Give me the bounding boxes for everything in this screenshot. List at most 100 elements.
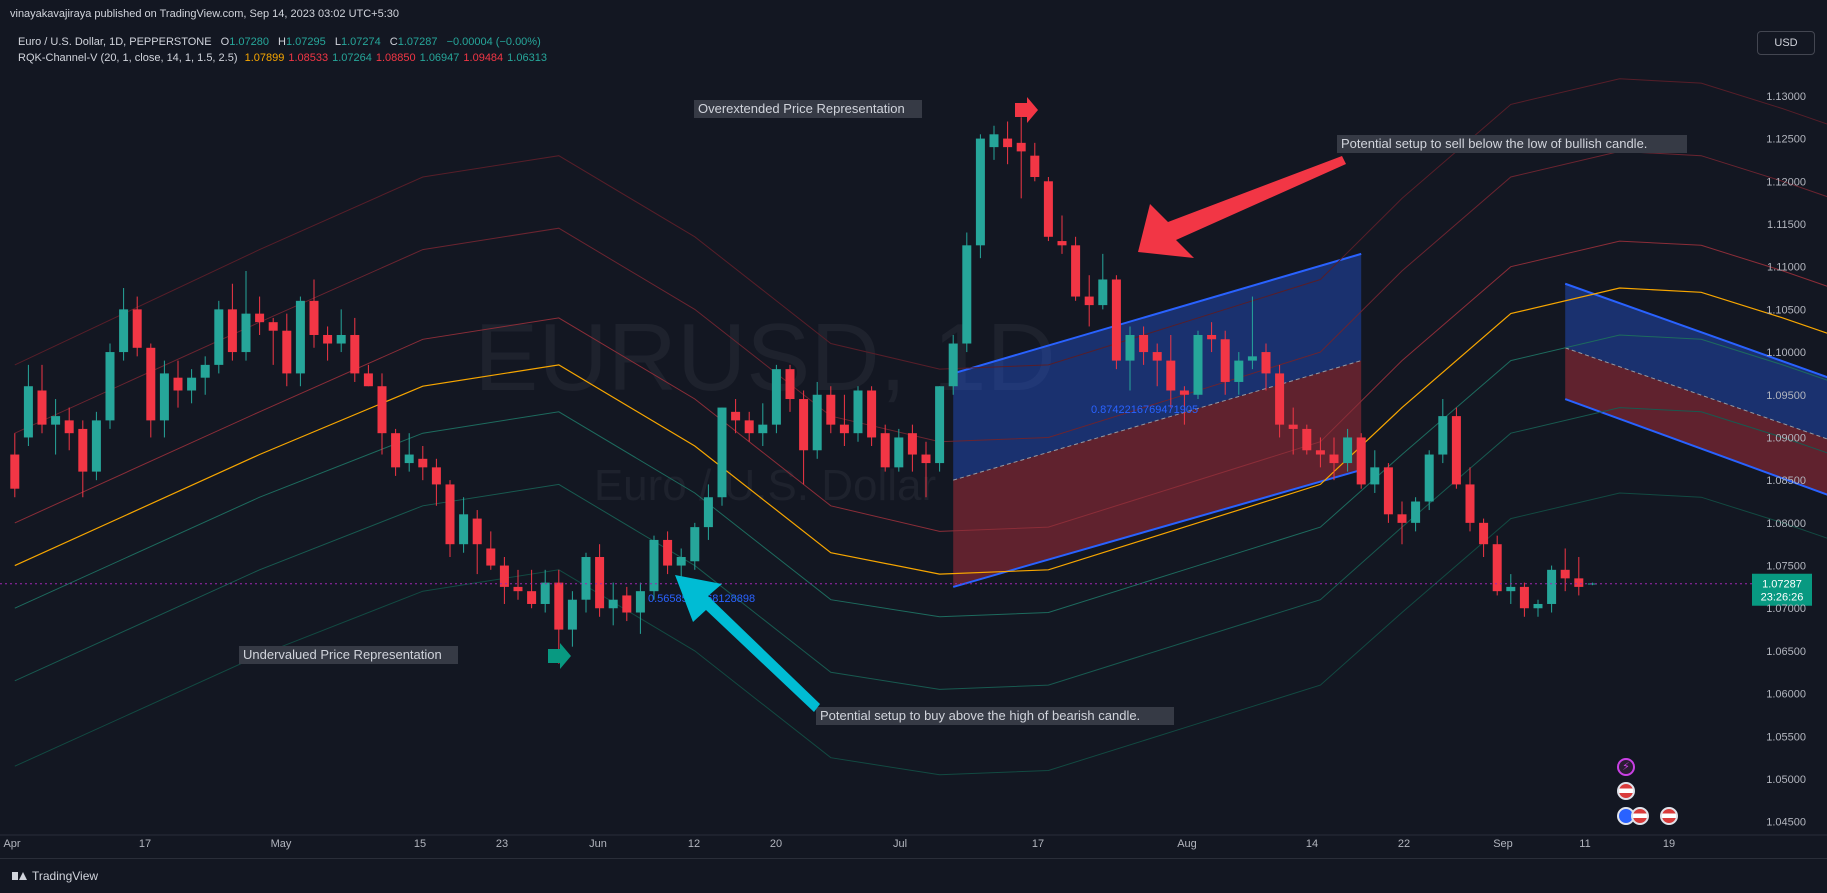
bear-channel-mid-line: [1565, 347, 1827, 440]
candle-body: [1234, 360, 1244, 382]
y-tick-label: 1.06500: [1766, 646, 1806, 658]
tradingview-logo-icon: [12, 870, 28, 882]
open-value: 1.07280: [229, 36, 269, 48]
indicator-legend[interactable]: RQK-Channel-V (20, 1, close, 14, 1, 1.5,…: [18, 52, 547, 64]
x-tick-label: May: [271, 838, 292, 850]
candle-body: [1547, 569, 1557, 604]
candle-body: [785, 369, 795, 400]
candle-body: [132, 309, 142, 348]
candle-body: [1465, 484, 1475, 523]
candle-body: [731, 411, 741, 421]
lightning-icon[interactable]: ⚡: [1617, 758, 1635, 776]
countdown-label: 23:26:26: [1761, 592, 1804, 604]
x-tick-label: Sep: [1493, 838, 1513, 850]
us-flag-icon[interactable]: [1631, 807, 1649, 825]
candle-body: [472, 518, 482, 545]
candle-body: [1275, 373, 1285, 425]
candle-body: [1451, 416, 1461, 485]
indicator-value: 1.07899: [244, 52, 285, 64]
us-flag-icon[interactable]: [1617, 782, 1635, 800]
candle-body: [486, 548, 496, 566]
x-tick-label: Jul: [893, 838, 907, 850]
candle-body: [1003, 138, 1013, 148]
y-tick-label: 1.05500: [1766, 731, 1806, 743]
tradingview-logo[interactable]: TradingView: [12, 869, 98, 883]
candle-layer: [10, 117, 1597, 664]
candle-body: [1424, 454, 1434, 502]
y-tick-label: 1.06000: [1766, 689, 1806, 701]
axis-layer: 1.13000 1.12500 1.12000 1.11500 1.11000 1.105…: [0, 91, 1827, 850]
candle-body: [146, 347, 156, 421]
high-value: 1.07295: [286, 36, 326, 48]
candle-body: [187, 377, 197, 391]
candle-body: [336, 334, 346, 344]
y-tick-label: 1.12000: [1766, 176, 1806, 188]
indicator-name[interactable]: RQK-Channel-V (20, 1, close, 14, 1, 1.5,…: [18, 52, 238, 64]
candle-body: [255, 313, 265, 323]
candle-body: [227, 309, 237, 353]
indicator-value: 1.06313: [507, 52, 547, 64]
bear-channel-upper-line: [1564, 282, 1827, 379]
candle-body: [1111, 279, 1121, 361]
price-chart[interactable]: EURUSD, 1D Euro / U.S. Dollar 1.0728723:…: [0, 0, 1827, 858]
currency-button[interactable]: USD: [1757, 31, 1815, 55]
indicator-value: 1.08533: [288, 52, 329, 64]
buy-setup-label: Potential setup to buy above the high of…: [820, 708, 1140, 723]
candle-body: [282, 330, 292, 374]
candle-body: [703, 497, 713, 528]
candle-body: [839, 424, 849, 434]
channel-layer: [952, 252, 1827, 588]
candle-body: [1329, 454, 1339, 464]
candle-body: [1152, 352, 1162, 361]
candle-body: [64, 420, 74, 434]
y-tick-label: 1.12500: [1766, 134, 1806, 146]
y-tick-label: 1.11500: [1767, 219, 1806, 231]
candle-body: [1084, 296, 1094, 306]
candle-body: [1043, 181, 1053, 237]
candle-body: [1207, 334, 1217, 340]
candle-body: [962, 245, 972, 344]
candle-body: [595, 557, 605, 609]
y-tick-label: 1.09500: [1766, 390, 1806, 402]
candle-body: [676, 557, 686, 566]
candle-body: [853, 390, 863, 434]
candle-body: [214, 309, 224, 365]
publisher-info: vinayakavajiraya published on TradingVie…: [10, 8, 400, 20]
x-tick-label: 14: [1306, 838, 1318, 850]
candle-body: [91, 420, 101, 472]
bull-channel-mid-line: [953, 360, 1362, 481]
candle-body: [119, 309, 129, 353]
x-tick-label: 17: [139, 838, 151, 850]
indicator-values: 1.07899 1.08533 1.07264 1.08850 1.06947 1.094…: [241, 52, 547, 64]
candle-body: [1438, 416, 1448, 455]
candle-body: [1057, 241, 1067, 246]
candle-body: [1343, 437, 1353, 464]
x-tick-label: 15: [414, 838, 426, 850]
high-label: H: [278, 36, 286, 48]
candle-body: [1030, 155, 1040, 178]
y-tick-label: 1.10500: [1766, 304, 1806, 316]
candle-body: [173, 377, 183, 391]
us-flag-icon[interactable]: [1660, 807, 1678, 825]
undervalued-marker-arrow: [548, 643, 571, 669]
candle-body: [1370, 467, 1380, 485]
x-tick-label: Apr: [3, 838, 20, 850]
upper-band-line: [14, 78, 1827, 370]
open-label: O: [220, 36, 230, 48]
candle-body: [1261, 352, 1271, 374]
y-tick-label: 1.13000: [1766, 91, 1806, 103]
candle-body: [445, 484, 455, 545]
low-value: 1.07274: [340, 36, 381, 48]
symbol-title[interactable]: Euro / U.S. Dollar, 1D, PEPPERSTONE: [18, 36, 212, 48]
candle-body: [1574, 578, 1584, 587]
x-tick-label: 20: [770, 838, 782, 850]
candle-body: [391, 433, 401, 468]
overextended-marker-arrow: [1015, 97, 1038, 123]
candle-body: [975, 138, 985, 246]
candle-body: [1315, 450, 1325, 455]
close-label: C: [389, 36, 398, 48]
candle-body: [812, 394, 822, 451]
candle-body: [1288, 424, 1298, 429]
bull-channel-lower-fill: [953, 360, 1362, 587]
candle-body: [581, 557, 591, 600]
